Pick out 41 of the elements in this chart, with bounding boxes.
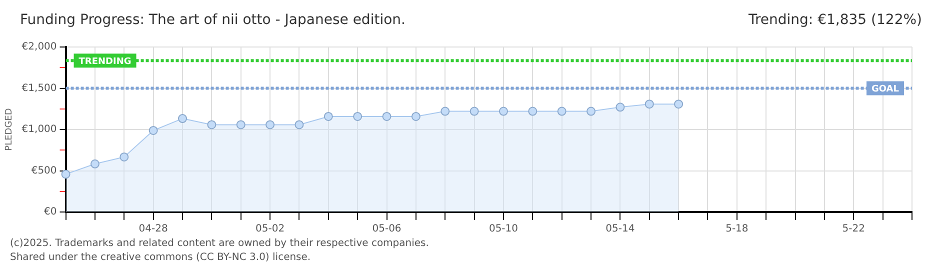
ref-line-label: TRENDING: [78, 56, 132, 67]
x-tick-label: 5-18: [726, 224, 748, 235]
point: [411, 112, 420, 121]
point: [324, 112, 333, 121]
y-tick-label: €500: [31, 165, 57, 176]
x-tick-label: 05-02: [256, 224, 285, 235]
point: [498, 106, 508, 116]
point: [294, 120, 304, 130]
y-tick-label: €0: [44, 206, 57, 218]
x-tick-label: 05-06: [372, 224, 402, 235]
point: [470, 106, 479, 116]
point: [382, 112, 392, 121]
chart-title: Funding Progress: The art of nii otto - Japanese edition.: [20, 12, 406, 28]
point: [528, 106, 538, 116]
point: [120, 152, 129, 162]
x-tick-label: 5-22: [842, 224, 865, 235]
point: [353, 112, 362, 121]
point: [440, 106, 450, 116]
point: [90, 159, 100, 168]
text: (c)2025. Trademarks and related content are owned by their respective companies.: [10, 237, 429, 251]
point: [61, 170, 70, 179]
y-tick-label: €1,000: [22, 124, 57, 136]
point: [178, 114, 188, 124]
y-axis-title: PLEDGED: [4, 108, 15, 151]
chart-subtitle: Trending: €1,835 (122%): [748, 12, 922, 28]
y-tick-label: €1,500: [22, 82, 57, 94]
point: [586, 106, 596, 116]
point: [148, 126, 158, 135]
y-tick-label: €2,000: [22, 42, 57, 53]
point: [266, 120, 275, 130]
point: [207, 120, 216, 130]
point: [644, 100, 654, 109]
x-tick-label: 05-14: [606, 224, 635, 235]
point: [557, 106, 566, 116]
text: Shared under the creative commons (CC BY-NC 3.0) license.: [10, 251, 312, 265]
x-tick-label: 05-10: [488, 224, 518, 235]
point: [236, 120, 246, 130]
point: [616, 102, 625, 112]
x-tick-label: 04-28: [138, 224, 168, 235]
ref-line-label: GOAL: [872, 84, 900, 95]
point: [674, 100, 684, 109]
